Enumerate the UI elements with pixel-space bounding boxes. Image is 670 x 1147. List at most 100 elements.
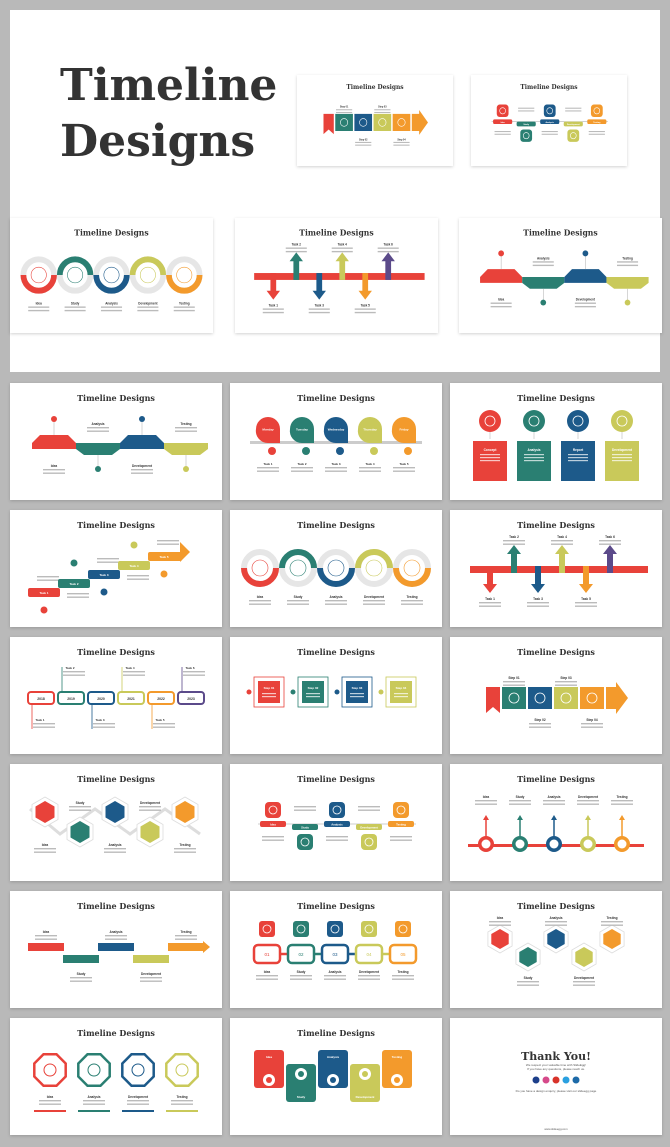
underline [166, 1110, 198, 1112]
stage-icon [131, 1063, 145, 1077]
step-box [258, 681, 280, 703]
description-text [363, 603, 385, 605]
slide-thumbnail[interactable]: Timeline Designs Idea Study Analysis Develop… [230, 764, 442, 881]
task-label: Task 5 [399, 462, 408, 466]
stage-label: Study [76, 801, 85, 805]
stage-bar [324, 821, 350, 827]
number-dot [268, 447, 276, 455]
slide-thumbnail[interactable]: Timeline Designs Idea Analysis Development T… [10, 1018, 222, 1135]
description-text [612, 457, 632, 459]
step-icon [359, 118, 368, 127]
slide-thumbnail[interactable]: Timeline Designs Step 01 Step 02 Step 03 Ste… [230, 637, 442, 754]
slide-thumbnail[interactable]: Timeline Designs Task 1 Task 2 Task 3 Task 4… [450, 510, 662, 627]
description-text [140, 980, 162, 982]
task-label: Task 5 [361, 303, 371, 307]
slide-thumbnail[interactable]: Timeline Designs Task 1 Task 2 Task 3 Task 4… [10, 510, 222, 627]
description-text [517, 981, 539, 983]
description-text [479, 602, 501, 604]
frame [253, 676, 285, 708]
description-text [524, 454, 544, 456]
ribbon-end [323, 113, 334, 135]
slide-thumbnail[interactable]: Timeline Designs 01 Idea 02 Study 03 Analysis 0… [230, 891, 442, 1008]
facebook-icon[interactable] [532, 1076, 540, 1084]
octagon [121, 1053, 155, 1087]
slide-graphic: Idea Study Analysis Development Testing [29, 796, 201, 853]
description-text [545, 921, 567, 923]
stage-label: Idea [483, 795, 490, 799]
cover-slide-thumbnail[interactable]: Timeline Designs Idea Study Analysis Develop… [471, 75, 627, 166]
description-text [543, 803, 565, 805]
thank-you-slide[interactable]: Thank You! We respect your valuable time … [450, 1018, 662, 1135]
wave-arc [56, 256, 94, 276]
linkedin-icon[interactable] [572, 1076, 580, 1084]
task-label: Task 5 [155, 718, 164, 722]
wave-arc [93, 274, 130, 294]
ribbon-block [580, 687, 604, 709]
year-label: 2022 [157, 697, 165, 701]
instagram-icon[interactable] [542, 1076, 550, 1084]
cover-slide-thumbnail[interactable]: Timeline Designs Task 1 Task 2 Task 3 Task 4… [235, 218, 438, 333]
slide-thumbnail[interactable]: Timeline Designs Idea Study Analysis Develop… [230, 510, 442, 627]
task-label: Task 3 [95, 718, 104, 722]
description-text [354, 311, 376, 314]
stage-label: Idea [47, 1095, 54, 1099]
day-label: Wednesday [328, 428, 345, 432]
description-text [479, 605, 501, 607]
description-text [139, 806, 161, 808]
description-text [153, 726, 175, 728]
slide-thumbnail[interactable]: Timeline Designs Idea Analysis Development T… [10, 383, 222, 500]
cover-slide-thumbnail[interactable]: Timeline Designs Idea Analysis Development T… [459, 218, 662, 333]
slide-thumbnail[interactable]: Timeline Designs Idea Study Analysis Develop… [10, 891, 222, 1008]
hexagon [70, 821, 90, 843]
stage-label: Study [294, 595, 303, 599]
stage-label: Analysis [537, 256, 550, 260]
slide-thumbnail[interactable]: Timeline Designs Monday Task 1 Tuesday Task … [230, 383, 442, 500]
description-text [494, 131, 511, 133]
slide-canvas: Timeline Designs Idea Analysis Development T… [33, 1028, 199, 1112]
pin-icon [583, 839, 593, 849]
stage-label: Idea [264, 970, 271, 974]
slide-thumbnail[interactable]: Timeline Designs Step 01 Step 02 Step 03 Ste… [450, 637, 662, 754]
number-pin [100, 588, 108, 596]
description-text [551, 543, 573, 545]
stage-icon [364, 924, 374, 934]
slide-canvas: Timeline Designs Idea Study Analysis Develop… [28, 901, 210, 982]
description-text [551, 540, 573, 542]
description-text [173, 306, 195, 308]
task-label: Task 6 [384, 242, 394, 246]
slide-thumbnail[interactable]: Timeline Designs Idea Study Analysis Develop… [230, 1018, 442, 1135]
description-text [565, 110, 582, 112]
stage-label: Study [523, 123, 529, 126]
website-link[interactable]: www.slideegg.com [544, 1127, 568, 1131]
cover-slide-thumbnail[interactable]: Timeline Designs Idea Study Analysis Develop… [10, 218, 213, 333]
slide-thumbnail[interactable]: Timeline Designs 2018 Task 1 2019 Task 2 2020… [10, 637, 222, 754]
ribbon-block [373, 113, 392, 131]
slide-thumbnail[interactable]: Timeline Designs Idea Study Analysis Develop… [450, 891, 662, 1008]
slide-thumbnail[interactable]: Timeline Designs Idea Study Analysis Develop… [10, 764, 222, 881]
description-text [262, 839, 284, 841]
stage-label: Analysis [549, 916, 562, 920]
stage-bar [388, 821, 414, 827]
stage-icon [484, 415, 496, 427]
arrow-shaft [511, 552, 517, 573]
arrow-head [180, 542, 190, 562]
year-box [27, 691, 55, 705]
slide-thumbnail[interactable]: Timeline Designs Concept Analysis Report Dev… [450, 383, 662, 500]
arrow-shaft [487, 566, 493, 586]
stage-square [297, 834, 313, 850]
task-label: Task 5 [159, 555, 168, 559]
slide-graphic: Idea Study Analysis Development Testing [491, 104, 608, 142]
slide-graphic: Task 1 Task 2 Task 3 Task 4 Task 5 Task 6 [470, 535, 648, 607]
stage-label: Analysis [329, 595, 342, 599]
slide-thumbnail[interactable]: Timeline Designs Idea Study Analysis Develop… [450, 764, 662, 881]
cover-slide-thumbnail[interactable]: Timeline Designs Step 01 Step 02 Step 03 Ste… [297, 75, 453, 166]
description-text [262, 311, 284, 314]
description-text [601, 921, 623, 923]
description-text [393, 144, 410, 146]
description-text [575, 602, 597, 604]
youtube-icon[interactable] [552, 1076, 560, 1084]
description-text [123, 674, 145, 676]
twitter-icon[interactable] [562, 1076, 570, 1084]
arrow-head [579, 584, 593, 593]
slide-canvas: Timeline Designs Idea Analysis Development T… [32, 393, 208, 474]
